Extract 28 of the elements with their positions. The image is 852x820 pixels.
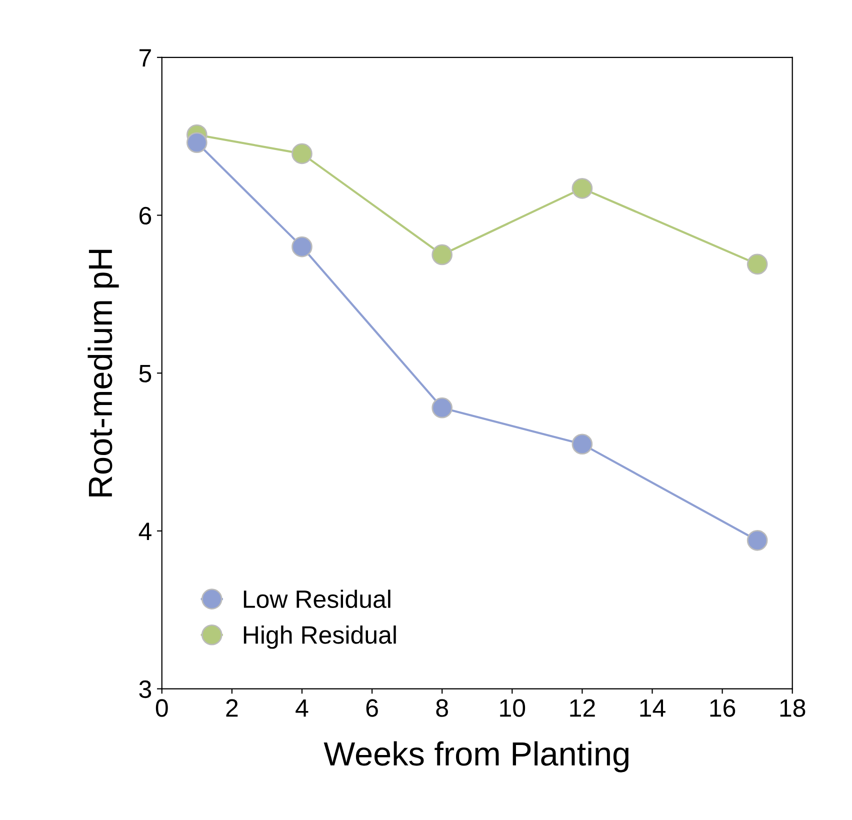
point: [292, 236, 312, 258]
x-tick-label: 8: [436, 699, 448, 717]
y-tick-label: 7: [140, 49, 151, 66]
x-tick-label: 10: [500, 699, 526, 717]
x-tick-label: 14: [640, 699, 666, 717]
x-tick-label: 2: [226, 699, 238, 717]
x-tick-label: 0: [156, 699, 168, 717]
y-tick-label: 4: [138, 522, 152, 540]
legend-label: High Residual: [244, 625, 396, 649]
y-tick-label: 3: [139, 680, 152, 698]
x-axis-title: Weeks from Planting: [324, 741, 628, 772]
point: [432, 397, 453, 418]
x-tick-label: 4: [296, 699, 308, 717]
y-tick-label: 5: [139, 364, 152, 382]
y-axis-title: Root-medium pH: [88, 250, 119, 496]
x-tick-label: 18: [780, 699, 806, 717]
x-tick-label: 12: [570, 699, 595, 717]
point: [746, 254, 768, 275]
point: [432, 244, 453, 266]
point: [572, 178, 593, 199]
point: [746, 530, 768, 551]
y-tick-label: 6: [140, 206, 152, 225]
point: [572, 434, 593, 455]
x-tick-label: 16: [710, 699, 736, 717]
legend-label: Low Residual: [244, 590, 390, 608]
point: [186, 132, 208, 154]
point: [292, 143, 312, 164]
x-tick-label: 6: [366, 699, 378, 717]
